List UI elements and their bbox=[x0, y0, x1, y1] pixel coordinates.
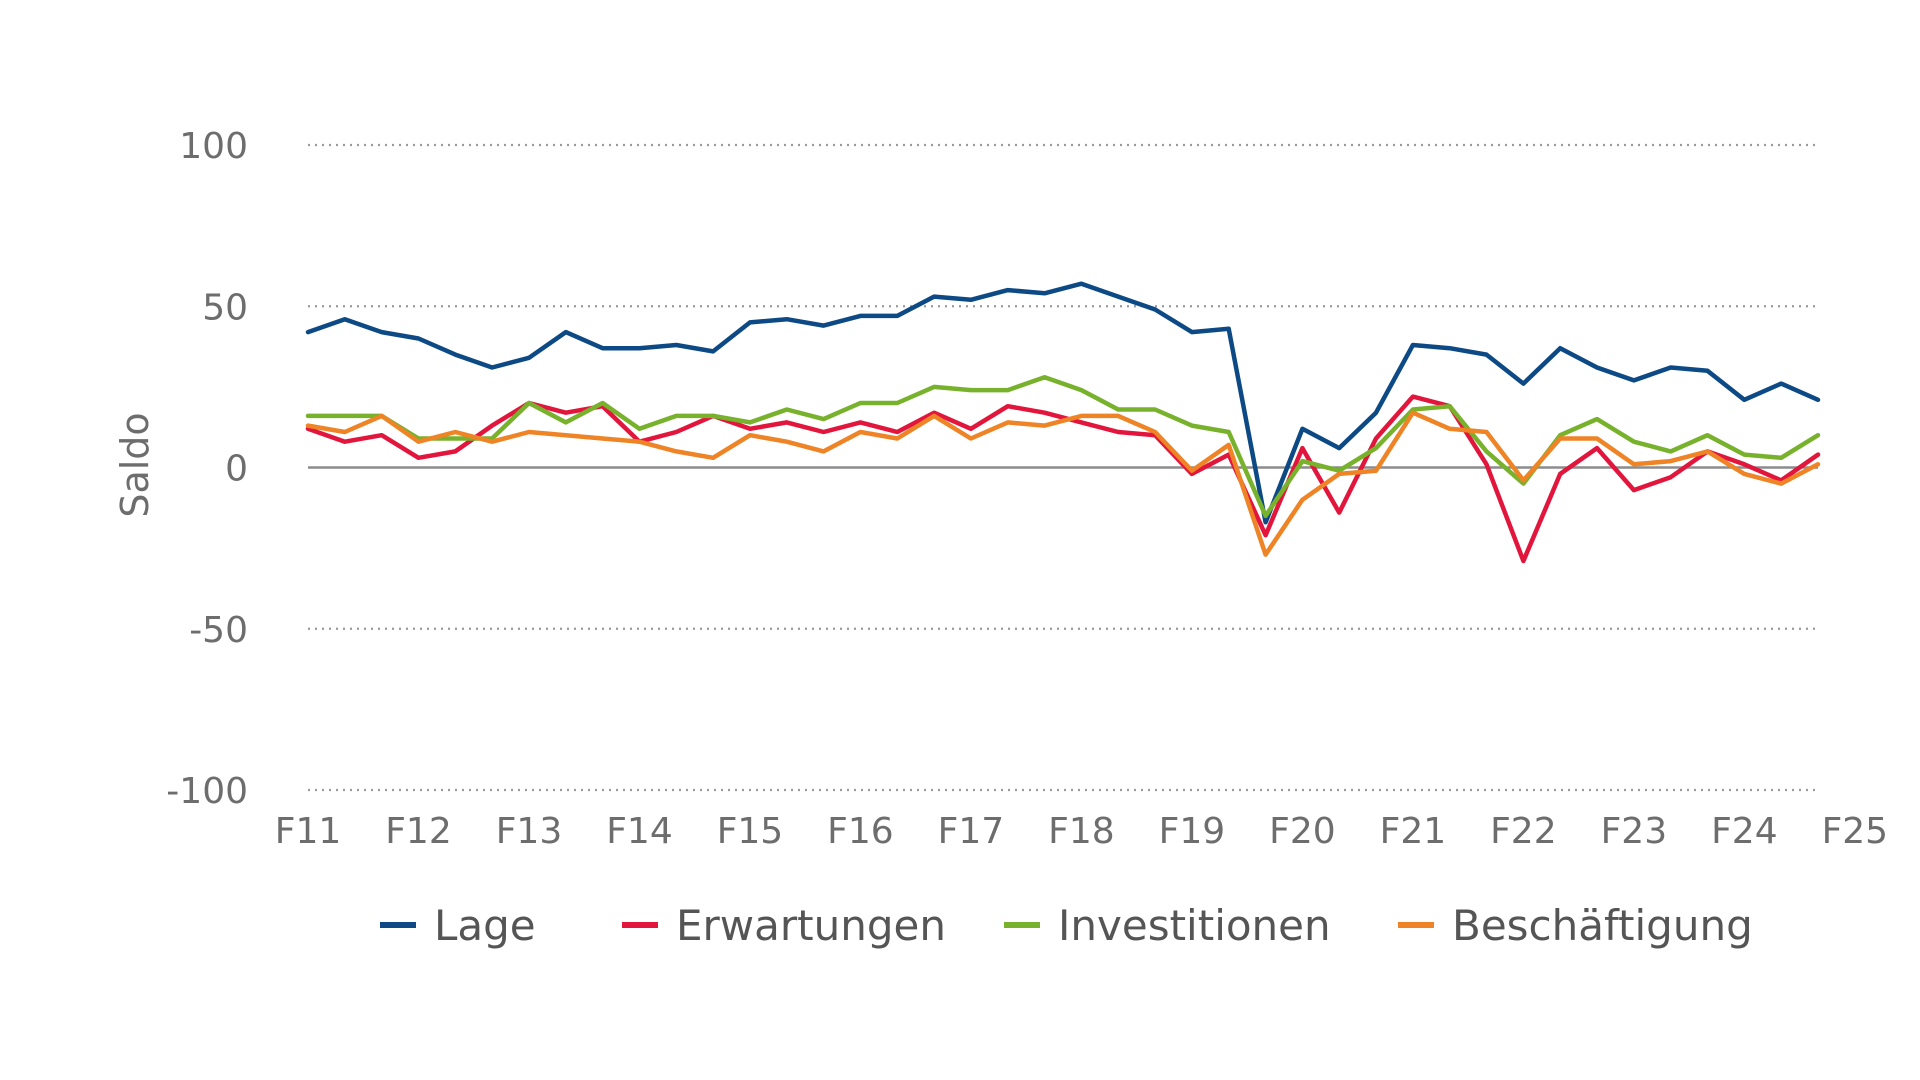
series-lines bbox=[305, 281, 1821, 564]
x-tick-label: F16 bbox=[827, 811, 894, 852]
y-axis-label: Saldo bbox=[113, 412, 157, 517]
y-tick-label: -100 bbox=[166, 771, 248, 812]
series-line-lage bbox=[305, 281, 1821, 525]
x-tick-label: F19 bbox=[1159, 811, 1226, 852]
x-tick-label: F20 bbox=[1269, 811, 1336, 852]
y-tick-label: 50 bbox=[202, 287, 248, 328]
series-line-beschftigung bbox=[305, 410, 1821, 557]
y-axis-ticks: 100 50 0 -50 -100 bbox=[166, 126, 248, 812]
x-tick-label: F15 bbox=[717, 811, 784, 852]
series-line-investitionen bbox=[305, 374, 1821, 519]
legend-label: Beschäftigung bbox=[1452, 901, 1753, 950]
series-line-erwartungen bbox=[305, 394, 1821, 564]
y-tick-label: -50 bbox=[189, 610, 248, 651]
x-tick-label: F13 bbox=[496, 811, 563, 852]
legend: Lage Erwartungen Investitionen Beschäftigun… bbox=[380, 901, 1753, 950]
gridlines bbox=[308, 143, 1818, 792]
x-tick-label: F21 bbox=[1380, 811, 1447, 852]
x-axis-ticks: F11 F12 F13 F14 F15 F16 F17 F18 F19 F20 F21 F22 F23 F… bbox=[275, 811, 1888, 852]
legend-label: Investitionen bbox=[1058, 901, 1331, 950]
x-tick-label: F14 bbox=[606, 811, 673, 852]
x-tick-label: F18 bbox=[1048, 811, 1115, 852]
legend-label: Lage bbox=[434, 901, 536, 950]
x-tick-label: F25 bbox=[1822, 811, 1889, 852]
x-tick-label: F24 bbox=[1711, 811, 1778, 852]
x-tick-label: F17 bbox=[938, 811, 1005, 852]
legend-label: Erwartungen bbox=[676, 901, 946, 950]
x-tick-label: F11 bbox=[275, 811, 342, 852]
y-tick-label: 100 bbox=[179, 126, 248, 167]
x-tick-label: F12 bbox=[385, 811, 452, 852]
x-tick-label: F22 bbox=[1490, 811, 1557, 852]
y-tick-label: 0 bbox=[225, 449, 248, 490]
x-tick-label: F23 bbox=[1601, 811, 1668, 852]
